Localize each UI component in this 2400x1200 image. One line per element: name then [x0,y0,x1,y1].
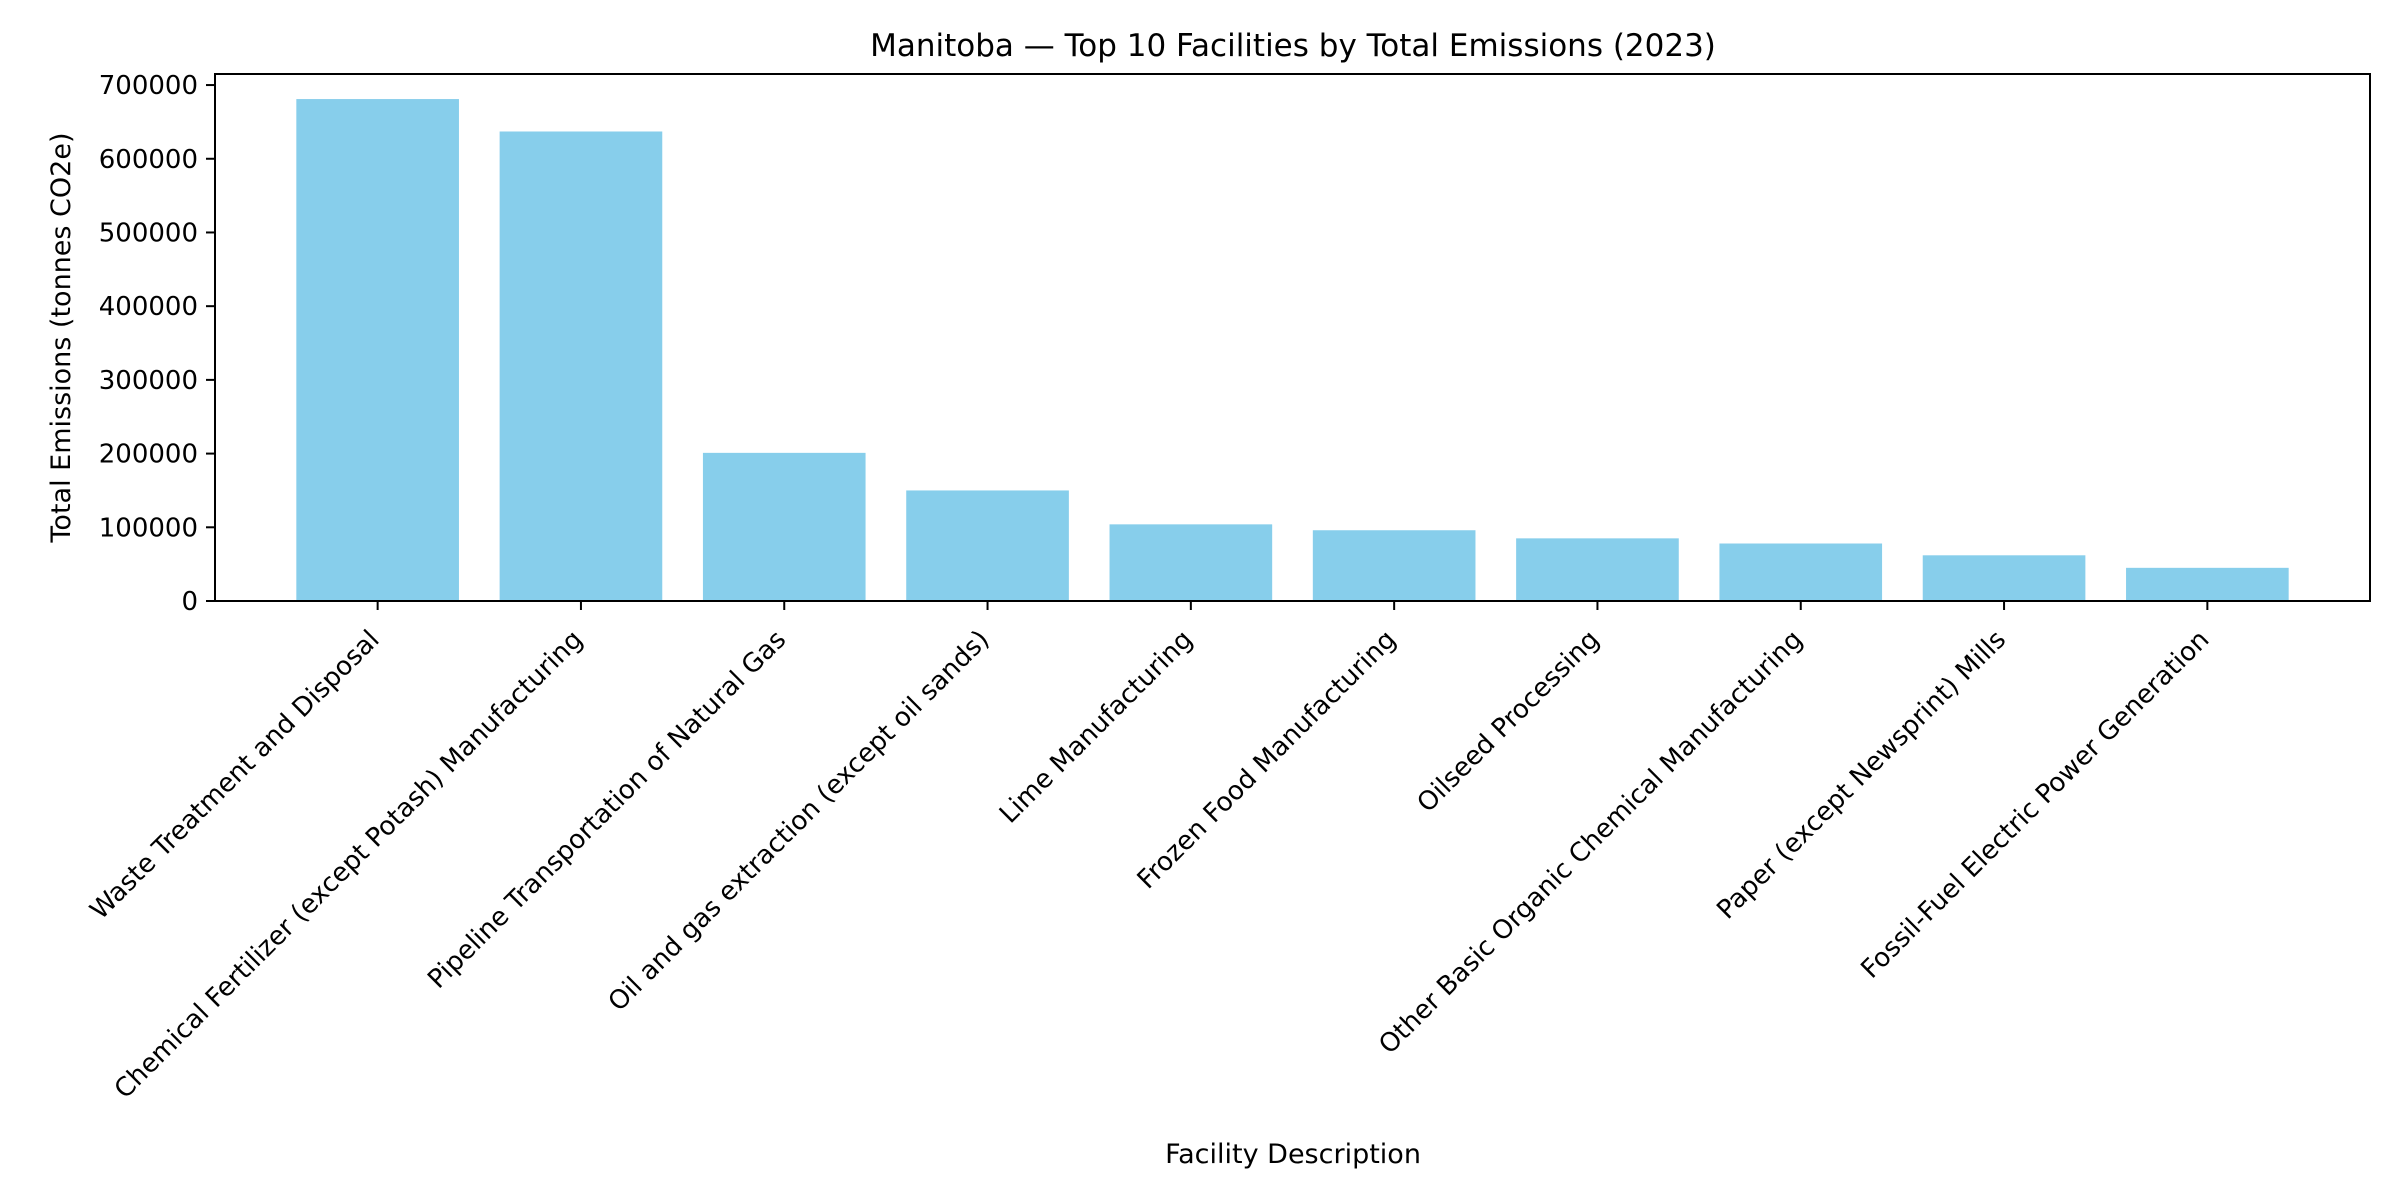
x-tick-label-7: Oilseed Processing [1412,625,1606,819]
chart-title: Manitoba — Top 10 Facilities by Total Em… [870,28,1716,64]
bars-layer [296,99,2289,601]
y-axis-label: Total Emissions (tonnes CO2e) [46,133,77,544]
y-tick-label-6: 500000 [99,218,198,248]
x-tick-label-3: Pipeline Transportation of Natural Gas [422,625,792,995]
x-tick-label-10: Fossil-Fuel Electric Power Generation [1855,625,2215,985]
y-tick-label-2: 100000 [99,513,198,543]
y-tick-label-7: 600000 [99,145,198,175]
y-tick-label-8: 700000 [99,71,198,101]
y-tick-label-1: 0 [181,587,198,617]
x-tick-label-4: Oil and gas extraction (except oil sands… [603,625,996,1018]
plot-frame [214,73,2371,602]
bar-10 [2126,567,2289,601]
y-axis: 0 100000 200000 300000 400000 500000 600000 700… [99,71,215,617]
bar-9 [1922,555,2086,601]
x-tick-label-8: Other Basic Organic Chemical Manufacturi… [1373,625,1808,1060]
bar-6 [1312,530,1476,601]
bar-2 [499,131,663,601]
y-tick-label-3: 200000 [99,440,198,470]
x-tick-label-5: Lime Manufacturing [994,625,1199,830]
y-tick-label-5: 400000 [99,292,198,322]
bar-3 [702,452,866,601]
x-axis-label: Facility Description [1165,1139,1421,1170]
bar-1 [296,99,459,601]
y-tick-label-4: 300000 [99,366,198,396]
bar-4 [906,490,1069,601]
bar-8 [1719,543,1883,601]
bar-5 [1109,524,1273,601]
x-tick-label-2: Chemical Fertilizer (except Potash) Manu… [109,625,589,1105]
bar-7 [1516,538,1679,601]
